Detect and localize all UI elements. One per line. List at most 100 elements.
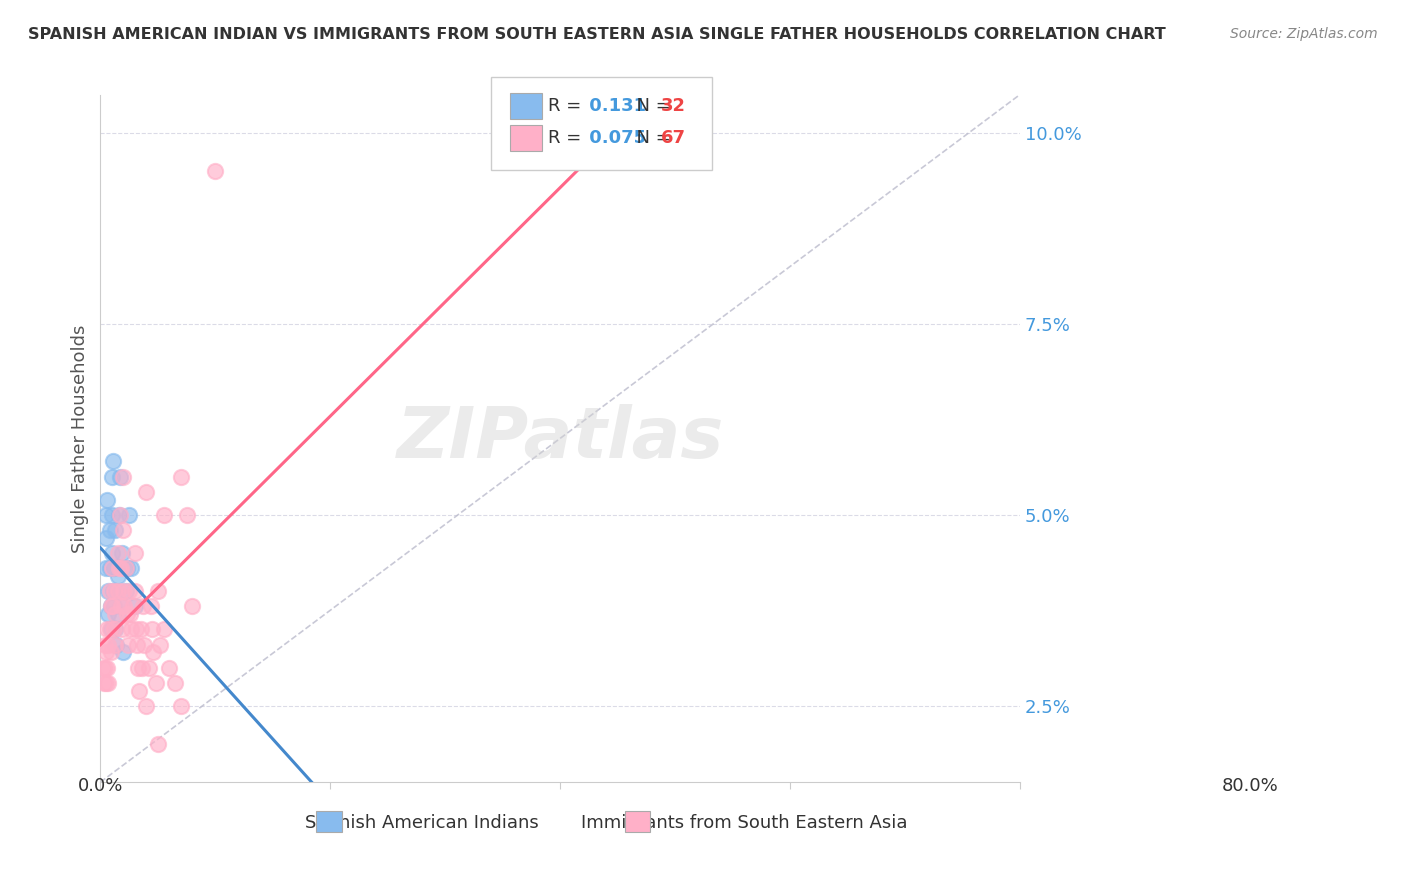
Point bbox=[96, 492, 118, 507]
Point bbox=[91, 660, 114, 674]
Point bbox=[104, 638, 127, 652]
Point bbox=[100, 645, 122, 659]
Text: N =: N = bbox=[624, 129, 676, 147]
Point bbox=[94, 676, 117, 690]
Point bbox=[132, 599, 155, 614]
Point bbox=[100, 599, 122, 614]
Point bbox=[112, 523, 135, 537]
Point bbox=[124, 599, 146, 614]
FancyBboxPatch shape bbox=[624, 811, 650, 831]
Point bbox=[107, 569, 129, 583]
Point bbox=[100, 623, 122, 637]
Point bbox=[145, 676, 167, 690]
Point bbox=[170, 698, 193, 713]
Text: N =: N = bbox=[624, 96, 676, 114]
Text: R =: R = bbox=[548, 129, 588, 147]
Point bbox=[101, 599, 124, 614]
FancyBboxPatch shape bbox=[316, 811, 342, 831]
Point bbox=[129, 623, 152, 637]
Point bbox=[107, 508, 129, 522]
Point bbox=[149, 638, 172, 652]
Point bbox=[97, 607, 120, 621]
Point bbox=[125, 623, 148, 637]
Point bbox=[107, 546, 129, 560]
Point bbox=[101, 584, 124, 599]
Point bbox=[124, 546, 146, 560]
Point bbox=[110, 599, 132, 614]
Point bbox=[120, 623, 142, 637]
Point bbox=[114, 561, 136, 575]
Text: R =: R = bbox=[548, 96, 588, 114]
Point bbox=[107, 561, 129, 575]
Point bbox=[101, 561, 124, 575]
Point bbox=[132, 638, 155, 652]
Point bbox=[97, 676, 120, 690]
Point bbox=[94, 508, 117, 522]
Point bbox=[181, 599, 204, 614]
Point bbox=[101, 508, 124, 522]
Point bbox=[101, 546, 124, 560]
Point bbox=[131, 660, 153, 674]
Point bbox=[103, 584, 125, 599]
Point bbox=[108, 469, 131, 483]
Point bbox=[93, 676, 115, 690]
Point bbox=[110, 599, 132, 614]
Point bbox=[204, 164, 226, 178]
Point bbox=[124, 584, 146, 599]
Point bbox=[152, 623, 174, 637]
Point bbox=[94, 561, 117, 575]
Point bbox=[127, 660, 149, 674]
Point bbox=[103, 623, 125, 637]
Point bbox=[135, 698, 157, 713]
Point bbox=[127, 638, 149, 652]
Point bbox=[146, 737, 169, 751]
Point bbox=[101, 454, 124, 468]
Point bbox=[100, 599, 122, 614]
Text: 0.075: 0.075 bbox=[583, 129, 647, 147]
Point bbox=[111, 546, 134, 560]
Point bbox=[111, 623, 134, 637]
Point bbox=[114, 599, 136, 614]
Point bbox=[146, 584, 169, 599]
Point bbox=[138, 660, 160, 674]
Text: Spanish American Indians: Spanish American Indians bbox=[305, 814, 538, 832]
Text: Immigrants from South Eastern Asia: Immigrants from South Eastern Asia bbox=[581, 814, 907, 832]
Text: 32: 32 bbox=[661, 96, 686, 114]
Point bbox=[110, 561, 132, 575]
Point bbox=[141, 623, 163, 637]
Point bbox=[112, 469, 135, 483]
Point bbox=[101, 469, 124, 483]
Point bbox=[112, 645, 135, 659]
Point bbox=[135, 484, 157, 499]
Text: ZIPatlas: ZIPatlas bbox=[396, 404, 724, 473]
Point bbox=[120, 561, 142, 575]
Point bbox=[107, 607, 129, 621]
Point bbox=[97, 638, 120, 652]
Point bbox=[139, 599, 162, 614]
Point bbox=[97, 584, 120, 599]
Point bbox=[112, 584, 135, 599]
Point bbox=[107, 584, 129, 599]
Point bbox=[103, 599, 125, 614]
Text: 0.131: 0.131 bbox=[583, 96, 647, 114]
Point bbox=[157, 660, 180, 674]
FancyBboxPatch shape bbox=[509, 93, 541, 119]
Point bbox=[98, 523, 121, 537]
Text: SPANISH AMERICAN INDIAN VS IMMIGRANTS FROM SOUTH EASTERN ASIA SINGLE FATHER HOUS: SPANISH AMERICAN INDIAN VS IMMIGRANTS FR… bbox=[28, 27, 1166, 42]
Point bbox=[104, 623, 127, 637]
Point bbox=[128, 683, 150, 698]
Point bbox=[170, 469, 193, 483]
Point bbox=[98, 584, 121, 599]
Point bbox=[142, 645, 165, 659]
Text: 80.0%: 80.0% bbox=[1222, 777, 1278, 796]
Point bbox=[105, 638, 128, 652]
Point bbox=[98, 623, 121, 637]
Point bbox=[94, 638, 117, 652]
Text: Source: ZipAtlas.com: Source: ZipAtlas.com bbox=[1230, 27, 1378, 41]
Point bbox=[121, 599, 143, 614]
Point bbox=[108, 508, 131, 522]
Point bbox=[96, 660, 118, 674]
Point bbox=[117, 638, 139, 652]
Point bbox=[96, 623, 118, 637]
Point bbox=[94, 645, 117, 659]
